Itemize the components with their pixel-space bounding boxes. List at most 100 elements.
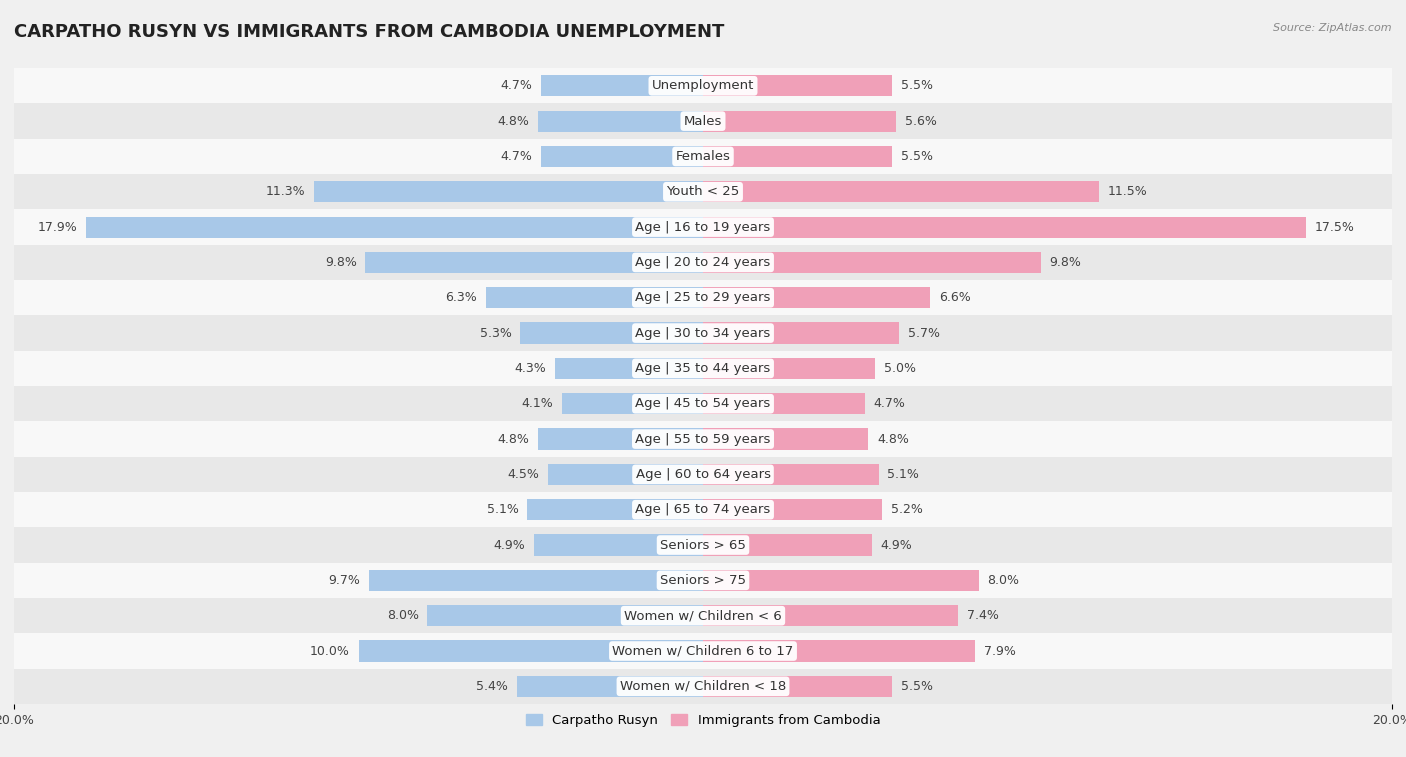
Bar <box>703 217 1306 238</box>
Text: Age | 30 to 34 years: Age | 30 to 34 years <box>636 326 770 340</box>
Text: 7.4%: 7.4% <box>966 609 998 622</box>
Bar <box>14 598 1392 634</box>
Text: Source: ZipAtlas.com: Source: ZipAtlas.com <box>1274 23 1392 33</box>
Bar <box>703 111 896 132</box>
Bar <box>14 350 1392 386</box>
Text: 4.5%: 4.5% <box>508 468 540 481</box>
Text: 4.9%: 4.9% <box>494 538 526 552</box>
Bar <box>14 280 1392 316</box>
Bar <box>14 68 1392 104</box>
Bar <box>703 428 869 450</box>
Bar <box>703 252 1040 273</box>
Text: 4.8%: 4.8% <box>498 114 529 128</box>
Text: 17.5%: 17.5% <box>1315 220 1354 234</box>
Bar <box>14 422 1392 456</box>
Text: Women w/ Children 6 to 17: Women w/ Children 6 to 17 <box>613 644 793 658</box>
Text: 5.5%: 5.5% <box>901 680 934 693</box>
Text: Seniors > 75: Seniors > 75 <box>659 574 747 587</box>
Bar <box>14 139 1392 174</box>
Text: 9.8%: 9.8% <box>1049 256 1081 269</box>
Bar <box>703 358 875 379</box>
Text: 5.6%: 5.6% <box>904 114 936 128</box>
Text: 5.0%: 5.0% <box>884 362 915 375</box>
Bar <box>562 393 703 414</box>
Text: 4.3%: 4.3% <box>515 362 547 375</box>
Text: 4.1%: 4.1% <box>522 397 553 410</box>
Text: Age | 60 to 64 years: Age | 60 to 64 years <box>636 468 770 481</box>
Text: Age | 20 to 24 years: Age | 20 to 24 years <box>636 256 770 269</box>
Bar <box>527 499 703 520</box>
Text: Age | 16 to 19 years: Age | 16 to 19 years <box>636 220 770 234</box>
Bar <box>14 245 1392 280</box>
Text: 5.4%: 5.4% <box>477 680 509 693</box>
Text: 7.9%: 7.9% <box>984 644 1015 658</box>
Bar <box>703 605 957 626</box>
Text: 4.7%: 4.7% <box>873 397 905 410</box>
Text: 9.7%: 9.7% <box>329 574 360 587</box>
Bar <box>14 316 1392 350</box>
Bar <box>14 210 1392 245</box>
Text: 5.7%: 5.7% <box>908 326 941 340</box>
Bar <box>314 181 703 202</box>
Bar <box>703 146 893 167</box>
Text: Youth < 25: Youth < 25 <box>666 185 740 198</box>
Text: Unemployment: Unemployment <box>652 79 754 92</box>
Bar <box>14 562 1392 598</box>
Text: 11.3%: 11.3% <box>266 185 305 198</box>
Text: 5.5%: 5.5% <box>901 79 934 92</box>
Text: 4.8%: 4.8% <box>877 432 908 446</box>
Text: Age | 25 to 29 years: Age | 25 to 29 years <box>636 291 770 304</box>
Bar <box>14 386 1392 422</box>
Bar <box>14 634 1392 668</box>
Bar <box>427 605 703 626</box>
Bar <box>703 181 1099 202</box>
Bar <box>703 640 976 662</box>
Text: 4.7%: 4.7% <box>501 150 533 163</box>
Legend: Carpatho Rusyn, Immigrants from Cambodia: Carpatho Rusyn, Immigrants from Cambodia <box>520 709 886 732</box>
Text: Age | 55 to 59 years: Age | 55 to 59 years <box>636 432 770 446</box>
Text: 6.6%: 6.6% <box>939 291 970 304</box>
Bar <box>537 428 703 450</box>
Bar <box>555 358 703 379</box>
Bar <box>14 528 1392 562</box>
Text: 4.9%: 4.9% <box>880 538 912 552</box>
Bar <box>14 174 1392 210</box>
Bar <box>534 534 703 556</box>
Text: Seniors > 65: Seniors > 65 <box>659 538 747 552</box>
Bar <box>366 252 703 273</box>
Bar <box>703 322 900 344</box>
Bar <box>703 534 872 556</box>
Text: Women w/ Children < 6: Women w/ Children < 6 <box>624 609 782 622</box>
Text: Females: Females <box>675 150 731 163</box>
Text: 5.1%: 5.1% <box>486 503 519 516</box>
Text: 5.2%: 5.2% <box>891 503 922 516</box>
Text: CARPATHO RUSYN VS IMMIGRANTS FROM CAMBODIA UNEMPLOYMENT: CARPATHO RUSYN VS IMMIGRANTS FROM CAMBOD… <box>14 23 724 41</box>
Text: 5.5%: 5.5% <box>901 150 934 163</box>
Bar <box>486 287 703 308</box>
Bar <box>703 499 882 520</box>
Bar <box>86 217 703 238</box>
Text: 17.9%: 17.9% <box>38 220 77 234</box>
Text: 8.0%: 8.0% <box>987 574 1019 587</box>
Text: 6.3%: 6.3% <box>446 291 478 304</box>
Bar <box>703 393 865 414</box>
Text: 8.0%: 8.0% <box>387 609 419 622</box>
Text: Males: Males <box>683 114 723 128</box>
Bar <box>537 111 703 132</box>
Text: Age | 35 to 44 years: Age | 35 to 44 years <box>636 362 770 375</box>
Bar <box>368 570 703 591</box>
Text: 4.8%: 4.8% <box>498 432 529 446</box>
Bar <box>703 75 893 96</box>
Bar <box>14 668 1392 704</box>
Bar <box>703 464 879 485</box>
Bar <box>359 640 703 662</box>
Text: 5.1%: 5.1% <box>887 468 920 481</box>
Text: 9.8%: 9.8% <box>325 256 357 269</box>
Text: 5.3%: 5.3% <box>479 326 512 340</box>
Text: Women w/ Children < 18: Women w/ Children < 18 <box>620 680 786 693</box>
Bar <box>703 287 931 308</box>
Text: 10.0%: 10.0% <box>311 644 350 658</box>
Bar <box>548 464 703 485</box>
Bar <box>14 104 1392 139</box>
Bar <box>14 456 1392 492</box>
